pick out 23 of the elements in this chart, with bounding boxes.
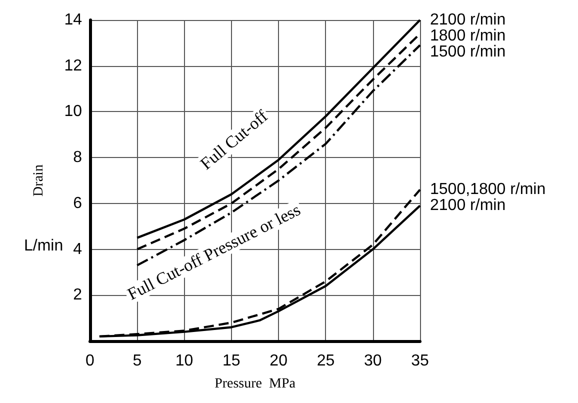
y-tick-label: 2 (73, 286, 82, 304)
series-label: 1500 r/min (430, 44, 506, 60)
text: L/min (24, 238, 64, 254)
y-tick-label: 8 (73, 149, 82, 166)
y-tick-label: 10 (64, 103, 82, 120)
x-tick-label: 15 (222, 352, 240, 370)
x-tick-label: 20 (270, 352, 288, 370)
x-tick-label: 10 (175, 352, 194, 370)
series-label: 1500,1800 r/min (430, 181, 546, 198)
x-tick-label: 5 (132, 352, 142, 370)
x-axis-title: Pressure MPa (214, 376, 296, 392)
y-tick-label: 14 (64, 12, 82, 28)
x-tick-label: 30 (364, 352, 382, 370)
series-label: 1800 r/min (430, 28, 506, 44)
x-tick-label: 0 (86, 352, 95, 370)
y-axis-title: Drain (32, 164, 46, 196)
x-tick-label: 25 (316, 352, 335, 370)
y-tick-label: 12 (64, 57, 82, 74)
y-tick-label: 4 (73, 240, 82, 258)
y-tick-label: 6 (73, 194, 82, 212)
x-tick-label: 35 (411, 352, 429, 370)
series-label: 2100 r/min (430, 12, 506, 28)
series-label: 2100 r/min (430, 197, 506, 214)
